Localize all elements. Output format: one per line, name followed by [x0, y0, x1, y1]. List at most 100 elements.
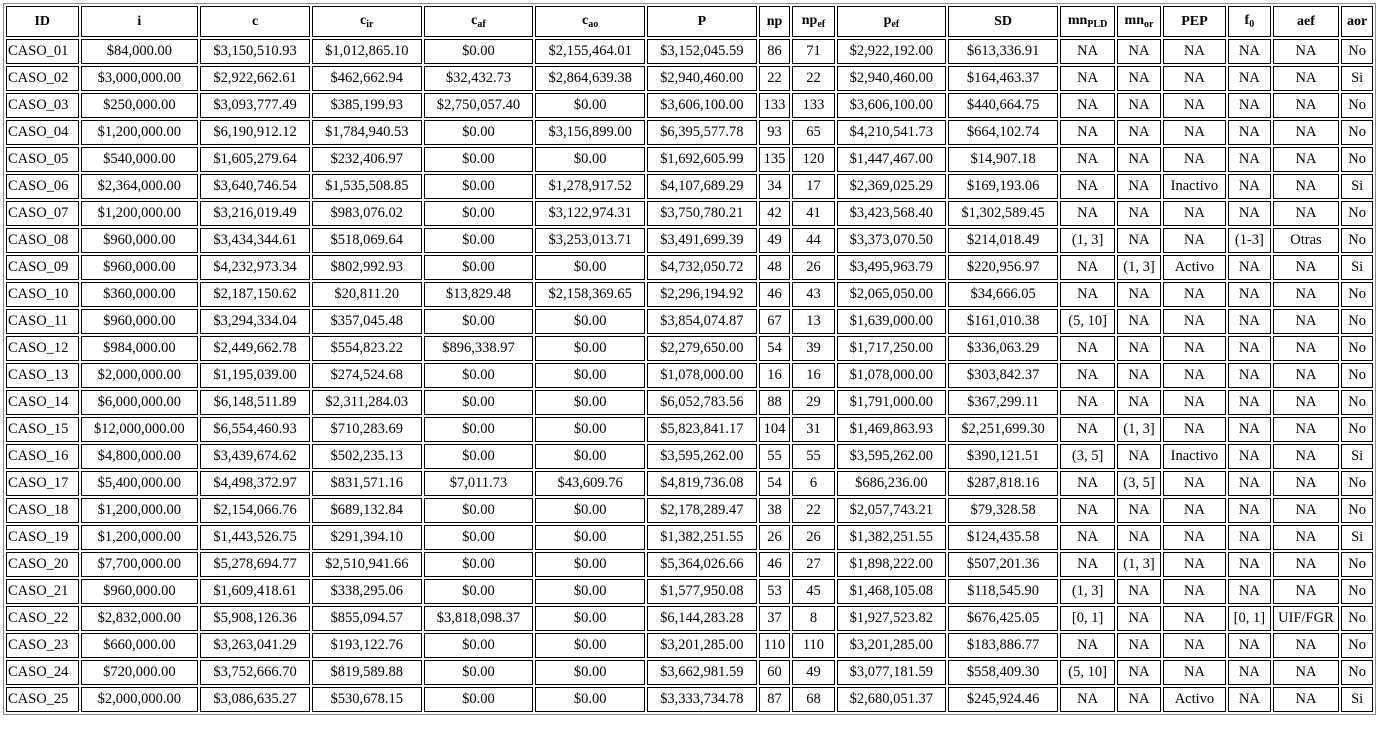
table-cell: $1,692,605.99 [647, 147, 757, 172]
table-cell: NA [1228, 282, 1271, 307]
table-cell: [0, 1] [1059, 606, 1116, 631]
table-cell: NA [1059, 282, 1116, 307]
table-cell: 46 [758, 552, 791, 577]
table-cell: No [1341, 228, 1373, 253]
table-cell: $4,210,541.73 [836, 120, 947, 145]
table-cell: NA [1059, 525, 1116, 550]
table-cell: $2,369,025.29 [836, 174, 947, 199]
table-cell: NA [1228, 579, 1271, 604]
table-cell: $802,992.93 [311, 255, 422, 280]
table-cell: $4,819,736.08 [647, 471, 757, 496]
table-cell: NA [1059, 120, 1116, 145]
table-cell: NA [1272, 444, 1340, 469]
table-cell: NA [1228, 552, 1271, 577]
table-cell: 26 [792, 525, 835, 550]
table-cell: NA [1228, 390, 1271, 415]
table-cell: No [1341, 93, 1373, 118]
column-header: PEP [1162, 6, 1227, 37]
table-cell: (5, 10] [1059, 660, 1116, 685]
table-cell: $20,811.20 [311, 282, 422, 307]
table-cell: NA [1117, 174, 1161, 199]
table-cell: 67 [758, 309, 791, 334]
table-cell: CASO_15 [6, 417, 79, 442]
table-cell: $390,121.51 [948, 444, 1058, 469]
table-row: CASO_18 $1,200,000.00 $2,154,066.76 $689,13… [6, 498, 1373, 523]
table-cell: NA [1117, 660, 1161, 685]
table-cell: $0.00 [535, 93, 646, 118]
table-cell: 41 [792, 201, 835, 226]
table-cell: (3, 5] [1059, 444, 1116, 469]
table-cell: $385,199.93 [311, 93, 422, 118]
header-label: c [360, 13, 367, 28]
table-cell: NA [1117, 66, 1161, 91]
table-cell: $664,102.74 [948, 120, 1058, 145]
table-cell: NA [1228, 498, 1271, 523]
table-cell: $2,251,699.30 [948, 417, 1058, 442]
table-cell: CASO_16 [6, 444, 79, 469]
table-cell: NA [1162, 417, 1227, 442]
table-cell: $12,000,000.00 [80, 417, 199, 442]
header-label: i [137, 13, 142, 29]
column-header: aor [1341, 6, 1373, 37]
table-cell: $0.00 [423, 390, 534, 415]
table-cell: 55 [758, 444, 791, 469]
table-cell: $3,294,334.04 [200, 309, 310, 334]
table-cell: $3,662,981.59 [647, 660, 757, 685]
table-cell: $0.00 [423, 552, 534, 577]
table-cell: NA [1272, 552, 1340, 577]
table-cell: $3,086,635.27 [200, 687, 310, 712]
table-cell: CASO_18 [6, 498, 79, 523]
table-cell: $2,864,639.38 [535, 66, 646, 91]
table-cell: $3,595,262.00 [836, 444, 947, 469]
table-cell: $3,216,019.49 [200, 201, 310, 226]
table-cell: $831,571.16 [311, 471, 422, 496]
table-cell: Si [1341, 687, 1373, 712]
header-subscript: ir [366, 19, 374, 30]
table-cell: 133 [758, 93, 791, 118]
table-cell: 29 [792, 390, 835, 415]
table-cell: $1,200,000.00 [80, 120, 199, 145]
table-cell: 93 [758, 120, 791, 145]
header-label: mn [1124, 13, 1144, 28]
header-label: np [766, 13, 783, 29]
table-cell: NA [1272, 660, 1340, 685]
table-cell: $3,854,074.87 [647, 309, 757, 334]
header-label: PEP [1181, 13, 1208, 29]
table-cell: $274,524.68 [311, 363, 422, 388]
table-cell: $440,664.75 [948, 93, 1058, 118]
table-cell: 39 [792, 336, 835, 361]
table-cell: $2,680,051.37 [836, 687, 947, 712]
table-cell: CASO_02 [6, 66, 79, 91]
table-cell: 26 [792, 255, 835, 280]
header-label: c [471, 13, 478, 28]
table-cell: $32,432.73 [423, 66, 534, 91]
column-header: cao [535, 6, 646, 37]
table-row: CASO_06 $2,364,000.00 $3,640,746.54 $1,535,… [6, 174, 1373, 199]
table-cell: $4,732,050.72 [647, 255, 757, 280]
table-cell: $1,278,917.52 [535, 174, 646, 199]
table-cell: $250,000.00 [80, 93, 199, 118]
table-cell: 42 [758, 201, 791, 226]
table-cell: (3, 5] [1117, 471, 1161, 496]
table-cell: $1,447,467.00 [836, 147, 947, 172]
table-cell: $0.00 [423, 525, 534, 550]
header-subscript: ef [891, 19, 900, 30]
table-cell: 43 [792, 282, 835, 307]
table-row: CASO_12 $984,000.00 $2,449,662.78 $554,823.… [6, 336, 1373, 361]
table-cell: NA [1272, 309, 1340, 334]
table-cell: NA [1117, 309, 1161, 334]
table-cell: NA [1272, 471, 1340, 496]
table-cell: $4,107,689.29 [647, 174, 757, 199]
table-cell: CASO_19 [6, 525, 79, 550]
table-cell: NA [1162, 93, 1227, 118]
table-cell: $2,364,000.00 [80, 174, 199, 199]
table-cell: $1,382,251.55 [647, 525, 757, 550]
table-cell: No [1341, 309, 1373, 334]
table-cell: $3,201,285.00 [836, 633, 947, 658]
table-cell: $4,800,000.00 [80, 444, 199, 469]
table-row: CASO_14 $6,000,000.00 $6,148,511.89 $2,311,… [6, 390, 1373, 415]
table-cell: $3,434,344.61 [200, 228, 310, 253]
table-cell: 45 [792, 579, 835, 604]
table-cell: 31 [792, 417, 835, 442]
table-cell: $79,328.58 [948, 498, 1058, 523]
